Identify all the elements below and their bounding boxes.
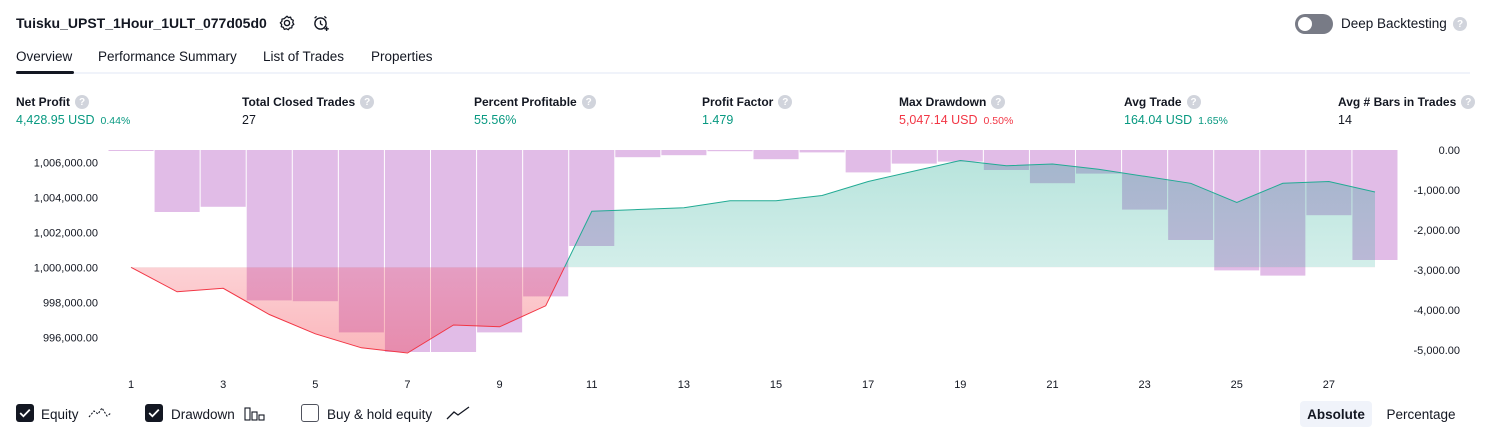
info-icon[interactable]: ?: [778, 95, 793, 109]
buy-hold-checkbox[interactable]: [301, 404, 319, 422]
y-right-tick-label: -2,000.00: [1414, 225, 1460, 237]
drawdown-bar: [753, 150, 799, 160]
metric-percent-profitable-value: 55.56%: [474, 113, 517, 127]
tab-performance-summary[interactable]: Performance Summary: [98, 49, 237, 64]
y-right-tick-label: -1,000.00: [1414, 185, 1460, 197]
info-icon[interactable]: ?: [1461, 95, 1476, 109]
tab-list-of-trades[interactable]: List of Trades: [263, 49, 345, 64]
absolute-toggle-button[interactable]: Absolute: [1300, 401, 1372, 427]
tab-properties[interactable]: Properties: [371, 49, 433, 64]
metric-max-drawdown-value: 5,047.14 USD 0.50%: [899, 113, 1014, 127]
metric-profit-factor-label: Profit Factor?: [702, 95, 793, 109]
y-left-tick-label: 1,006,000.00: [34, 157, 98, 169]
alarm-clock-plus-icon[interactable]: [311, 13, 331, 33]
metric-avg-trade-value: 164.04 USD 1.65%: [1124, 113, 1228, 127]
drawdown-legend-label[interactable]: Drawdown: [171, 407, 235, 422]
drawdown-bar: [937, 150, 983, 162]
y-right-tick-label: 0.00: [1439, 145, 1460, 157]
y-axis-right: 0.00 -1,000.00 -2,000.00 -3,000.00 -4,000.00…: [1414, 145, 1460, 357]
x-tick-label: 25: [1231, 379, 1243, 391]
drawdown-bar: [154, 150, 200, 212]
buy-hold-legend-label[interactable]: Buy & hold equity: [327, 407, 433, 422]
metric-avg-bars-value: 14: [1338, 113, 1352, 127]
x-tick-label: 23: [1138, 379, 1150, 391]
x-tick-label: 17: [862, 379, 874, 391]
equity-line-positive: [131, 159, 1376, 268]
metric-net-profit-label: Net Profit?: [16, 95, 89, 109]
toggle-knob: [1298, 17, 1312, 31]
drawdown-bar: [707, 150, 753, 152]
drawdown-bar: [799, 150, 845, 153]
active-tab-indicator: [16, 71, 74, 74]
x-axis: 1 3 5 7 9 11 13 15 17 19 21 23 25 27: [128, 379, 1335, 391]
help-icon[interactable]: ?: [1453, 17, 1467, 31]
x-tick-label: 5: [312, 379, 318, 391]
x-tick-label: 19: [954, 379, 966, 391]
x-tick-label: 21: [1046, 379, 1058, 391]
tab-overview[interactable]: Overview: [16, 49, 73, 64]
deep-backtesting-label: Deep Backtesting: [1341, 16, 1447, 31]
metric-avg-trade-label: Avg Trade?: [1124, 95, 1201, 109]
equity-drawdown-chart[interactable]: 1,006,000.00 1,004,000.00 1,002,000.00 1,00…: [0, 0, 1486, 400]
drawdown-bar: [845, 150, 891, 173]
metric-total-closed-trades-value: 27: [242, 113, 256, 127]
x-tick-label: 27: [1323, 379, 1335, 391]
deep-backtesting-toggle[interactable]: [1295, 14, 1333, 34]
drawdown-bar: [615, 150, 661, 158]
y-left-tick-label: 1,002,000.00: [34, 227, 98, 239]
equity-line-negative: [130, 267, 566, 354]
drawdown-bar: [891, 150, 937, 164]
equity-checkbox[interactable]: [16, 404, 34, 422]
drawdown-bar: [661, 150, 707, 156]
info-icon[interactable]: ?: [581, 95, 596, 109]
info-icon[interactable]: ?: [991, 95, 1006, 109]
drawdown-checkbox[interactable]: [145, 404, 163, 422]
metric-net-profit-value: 4,428.95 USD 0.44%: [16, 113, 131, 127]
trend-line-icon: [446, 405, 470, 426]
y-left-tick-label: 1,004,000.00: [34, 192, 98, 204]
x-tick-label: 3: [220, 379, 226, 391]
y-right-tick-label: -4,000.00: [1414, 305, 1460, 317]
metric-profit-factor-value: 1.479: [702, 113, 734, 127]
percentage-toggle-button[interactable]: Percentage: [1386, 406, 1456, 422]
drawdown-bar: [200, 150, 246, 207]
x-tick-label: 9: [497, 379, 503, 391]
equity-line-icon: [88, 405, 112, 426]
equity-line: [130, 159, 1376, 354]
gear-icon[interactable]: [277, 13, 297, 33]
metric-percent-profitable-label: Percent Profitable?: [474, 95, 596, 109]
info-icon[interactable]: ?: [360, 95, 375, 109]
drawdown-bar: [108, 150, 154, 151]
y-right-tick-label: -3,000.00: [1414, 265, 1460, 277]
y-axis-left: 1,006,000.00 1,004,000.00 1,002,000.00 1,00…: [34, 157, 98, 344]
y-left-tick-label: 996,000.00: [43, 332, 98, 344]
metric-max-drawdown-label: Max Drawdown?: [899, 95, 1006, 109]
y-left-tick-label: 1,000,000.00: [34, 262, 98, 274]
metric-avg-bars-label: Avg # Bars in Trades?: [1338, 95, 1476, 109]
x-tick-label: 11: [586, 379, 597, 391]
strategy-title: Tuisku_UPST_1Hour_1ULT_077d05d0: [16, 15, 267, 31]
x-tick-label: 1: [128, 379, 134, 391]
x-tick-label: 15: [770, 379, 782, 391]
x-tick-label: 7: [404, 379, 410, 391]
x-tick-label: 13: [678, 379, 690, 391]
info-icon[interactable]: ?: [1186, 95, 1201, 109]
drawdown-bars-icon: [244, 405, 266, 426]
equity-legend-label[interactable]: Equity: [41, 407, 79, 422]
y-left-tick-label: 998,000.00: [43, 297, 98, 309]
metric-total-closed-trades-label: Total Closed Trades?: [242, 95, 375, 109]
tabs-divider: [16, 72, 1470, 74]
info-icon[interactable]: ?: [75, 95, 89, 109]
equity-area-positive: [564, 160, 1375, 268]
y-right-tick-label: -5,000.00: [1414, 345, 1460, 357]
